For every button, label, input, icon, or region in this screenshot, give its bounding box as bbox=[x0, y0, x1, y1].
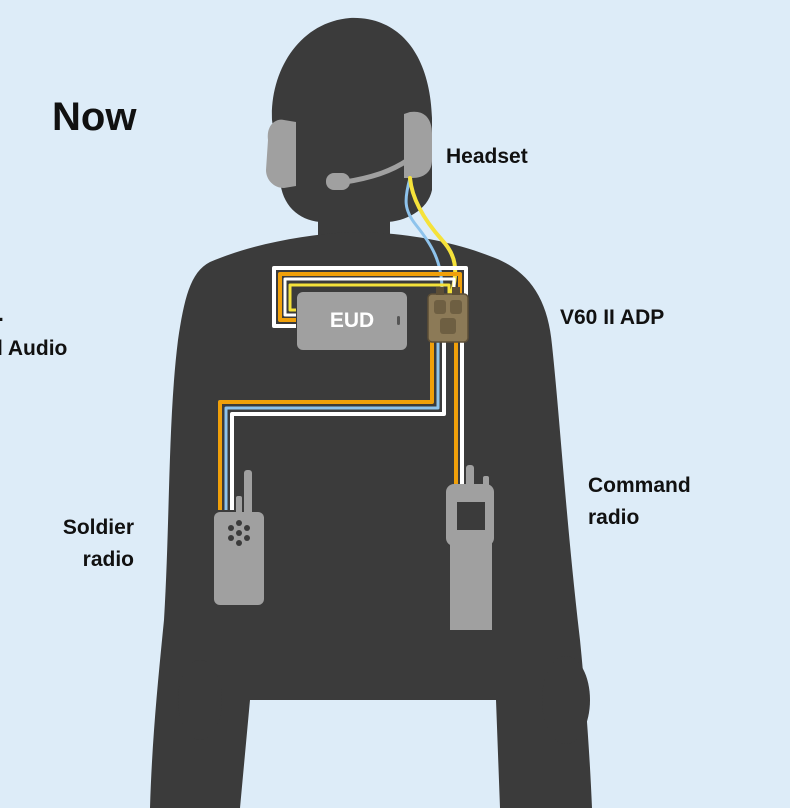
partial-left-top-label: . bbox=[0, 302, 4, 328]
soldier-radio-cable bbox=[218, 342, 446, 510]
eud-label: EUD bbox=[297, 292, 407, 350]
page-title: Now bbox=[52, 95, 137, 139]
eud-device-icon bbox=[297, 292, 407, 350]
eud-cable-loop bbox=[272, 266, 468, 328]
partial-audio-label: l Audio bbox=[0, 337, 68, 360]
soldier-radio-icon bbox=[214, 470, 264, 605]
command-radio-label-line2: radio bbox=[588, 506, 640, 529]
command-radio-label: Command radio bbox=[588, 470, 691, 534]
adp-device-icon bbox=[427, 287, 469, 343]
soldier-radio-label-line1: Soldier bbox=[62, 516, 134, 539]
command-radio-label-line1: Command bbox=[588, 474, 691, 497]
soldier-silhouette bbox=[150, 17, 592, 808]
soldier-radio-label: Soldier radio bbox=[63, 512, 134, 576]
headset-label: Headset bbox=[446, 145, 528, 168]
headset-icon bbox=[266, 111, 432, 190]
soldier-radio-label-line2: radio bbox=[82, 548, 134, 571]
eud-label-text: EUD bbox=[329, 309, 375, 332]
adp-label: V60 II ADP bbox=[560, 306, 665, 329]
command-radio-icon bbox=[446, 465, 494, 630]
command-radio-cable bbox=[454, 342, 464, 484]
